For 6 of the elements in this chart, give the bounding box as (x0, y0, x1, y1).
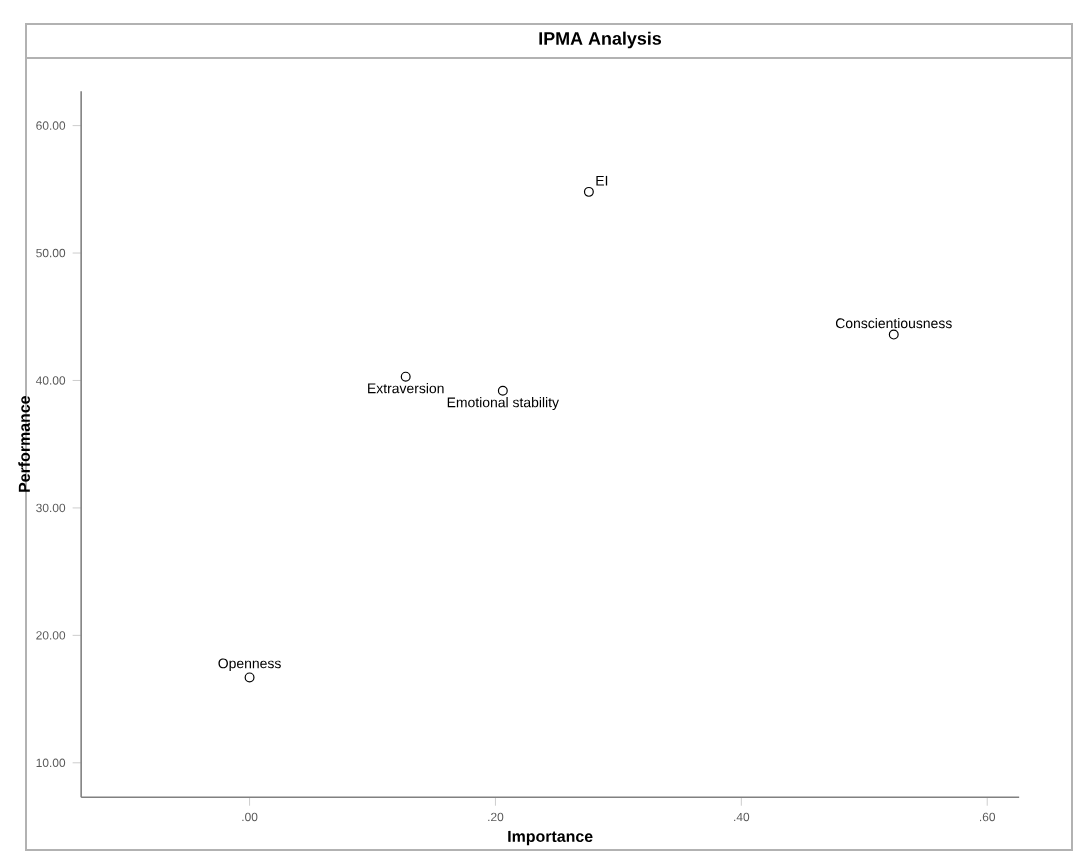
point (583, 186, 594, 197)
point (497, 385, 508, 396)
point (888, 329, 899, 340)
point (400, 371, 411, 382)
chart-title: IPMA Analysis (539, 31, 662, 49)
point (244, 672, 255, 683)
